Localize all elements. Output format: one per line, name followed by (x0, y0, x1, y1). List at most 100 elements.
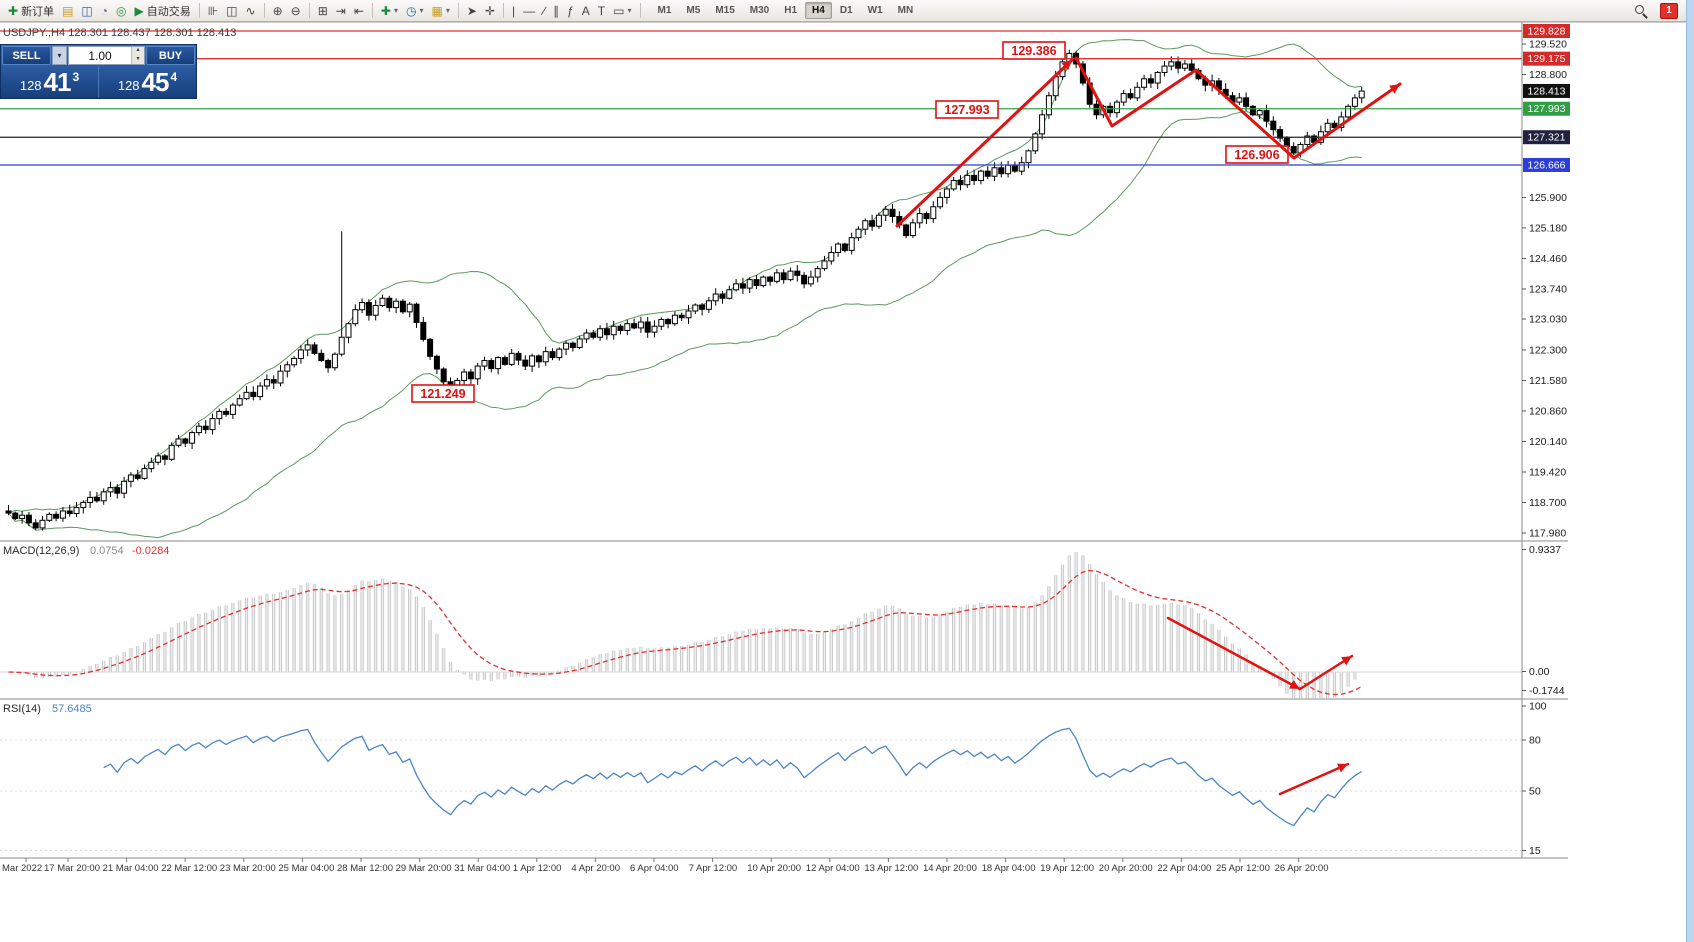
svg-text:12 Apr 04:00: 12 Apr 04:00 (806, 863, 860, 874)
trend-arrows-main[interactable] (895, 56, 1402, 228)
candles (5, 49, 1365, 531)
svg-text:10 Apr 20:00: 10 Apr 20:00 (747, 863, 801, 874)
trend-arrows-rsi[interactable] (1278, 762, 1350, 796)
trendline-button[interactable]: ∕ (539, 2, 549, 20)
svg-text:15: 15 (1529, 845, 1541, 857)
new-order-button[interactable]: ✚ 新订单 (4, 2, 58, 20)
svg-text:0.00: 0.00 (1529, 666, 1550, 678)
svg-text:MACD(12,26,9): MACD(12,26,9) (3, 545, 79, 557)
shapes-button[interactable]: ▭ ▾ (609, 2, 635, 20)
sell-button[interactable]: SELL (2, 46, 51, 65)
auto-scroll-icon: ⇥ (335, 3, 346, 18)
volume-input[interactable] (69, 47, 131, 64)
svg-text:28 Mar 12:00: 28 Mar 12:00 (337, 863, 393, 874)
volume-down-icon[interactable]: ▾ (132, 55, 144, 64)
indicators-button[interactable]: ✚ ▾ (377, 2, 402, 20)
sell-price[interactable]: 128 41 3 (1, 66, 98, 97)
market-watch-button[interactable]: ◫ (77, 2, 96, 20)
toolbar: ✚ 新订单 ▤ ◫ ◔ ◎ ▶ 自动交易 ⊪ ◫ ∿ ⊕ ⊖ ⊞ ⇥ ⇤ ✚ ▾ ◷ ▾ ▦ ▾ ➤ ✛ | ― ∕ ∥ ƒ A T ▭ ▾ M… (0, 0, 1686, 22)
volume-up-icon[interactable]: ▴ (132, 47, 144, 56)
chart-shift-button[interactable]: ⇤ (350, 2, 368, 20)
svg-text:119.420: 119.420 (1529, 466, 1566, 478)
fibonacci-button[interactable]: ƒ (563, 2, 578, 20)
buy-button[interactable]: BUY (146, 46, 195, 65)
bollinger-bands (8, 39, 1362, 539)
crosshair-icon: ✛ (484, 3, 495, 18)
data-window-button[interactable]: ◔ (97, 2, 112, 20)
trendline-icon: ∕ (543, 3, 546, 18)
templates-button[interactable]: ▦ ▾ (427, 2, 453, 20)
dropdown-caret-icon: ▾ (627, 6, 632, 15)
timeframe-m5[interactable]: M5 (686, 5, 701, 16)
volume-box: ▴ ▾ (68, 46, 145, 65)
timeframe-mn[interactable]: MN (897, 5, 914, 16)
indicators-icon: ✚ (380, 3, 391, 18)
label-button[interactable]: T (594, 2, 609, 20)
svg-text:128.800: 128.800 (1529, 69, 1567, 81)
svg-text:128.413: 128.413 (1528, 85, 1566, 97)
price-annotations[interactable]: 129.386 127.993 126.906 121.249 (411, 41, 1289, 403)
horizontal-lines[interactable] (0, 30, 1522, 166)
search-icon[interactable] (1634, 4, 1648, 19)
svg-text:120.860: 120.860 (1529, 405, 1567, 417)
svg-text:127.993: 127.993 (1528, 103, 1566, 115)
rsi-label: RSI(14) 57.6485 100 80 50 15 (3, 701, 1547, 858)
buy-price[interactable]: 128 45 4 (98, 66, 196, 97)
timeframe-m30[interactable]: M30 (749, 5, 770, 16)
svg-text:-0.0284: -0.0284 (132, 545, 169, 557)
svg-text:25 Mar 04:00: 25 Mar 04:00 (278, 863, 334, 874)
buy-price-fraction: 4 (170, 70, 178, 84)
line-chart-button[interactable]: ∿ (242, 2, 260, 20)
trend-arrows-macd[interactable] (1166, 616, 1354, 691)
horizontal-line-button[interactable]: ― (519, 2, 539, 20)
chart-ohlc-info: USDJPY.,H4 128.301 128.437 128.301 128.4… (3, 27, 237, 39)
timeframe-m15[interactable]: M15 (715, 5, 735, 16)
timeframe-m1[interactable]: M1 (657, 5, 672, 16)
auto-scroll-button[interactable]: ⇥ (332, 2, 350, 20)
candlestick-chart-button[interactable]: ◫ (222, 2, 241, 20)
zoom-in-button[interactable]: ⊕ (269, 2, 287, 20)
navigator-button[interactable]: ◎ (112, 2, 130, 20)
volume-spinner: ▴ ▾ (131, 47, 144, 64)
zoom-out-button[interactable]: ⊖ (287, 2, 305, 20)
svg-text:129.175: 129.175 (1528, 53, 1566, 65)
timeframe-w1[interactable]: W1 (867, 5, 883, 16)
dropdown-caret-icon: ▾ (393, 6, 398, 15)
svg-text:19 Apr 12:00: 19 Apr 12:00 (1040, 863, 1094, 874)
crosshair-button[interactable]: ✛ (481, 2, 499, 20)
timeframe-h4[interactable]: H4 (805, 2, 832, 19)
notification-badge[interactable]: 1 (1660, 2, 1678, 19)
bar-chart-button[interactable]: ⊪ (204, 2, 222, 20)
fibonacci-icon: ƒ (567, 3, 574, 18)
scrollbar[interactable] (1686, 0, 1694, 942)
timeframe-d1[interactable]: D1 (839, 5, 853, 16)
order-mode-dropdown[interactable]: ▾ (52, 46, 67, 65)
candlestick-chart-icon: ◫ (226, 3, 238, 18)
text-button[interactable]: A (578, 2, 594, 20)
tile-windows-icon: ⊞ (317, 3, 328, 18)
channel-button[interactable]: ∥ (549, 2, 563, 20)
periods-button[interactable]: ◷ ▾ (402, 2, 428, 20)
svg-text:50: 50 (1529, 786, 1541, 798)
trade-panel-prices: 128 41 3 128 45 4 (1, 66, 196, 97)
toolbar-separator (457, 3, 459, 18)
svg-text:22 Mar 12:00: 22 Mar 12:00 (161, 863, 217, 874)
svg-text:129.386: 129.386 (1011, 44, 1056, 58)
svg-text:13 Apr 12:00: 13 Apr 12:00 (864, 863, 918, 874)
svg-text:22 Apr 04:00: 22 Apr 04:00 (1157, 863, 1211, 874)
data-window-icon: ◔ (100, 3, 108, 18)
toolbar-separator (502, 3, 504, 18)
autotrading-button[interactable]: ▶ 自动交易 (130, 2, 194, 20)
cursor-button[interactable]: ➤ (463, 2, 481, 20)
vertical-line-button[interactable]: | (508, 2, 519, 20)
tile-windows-button[interactable]: ⊞ (314, 2, 332, 20)
vertical-line-icon: | (511, 3, 516, 18)
timeframe-h1[interactable]: H1 (784, 5, 798, 16)
svg-text:121.249: 121.249 (420, 387, 465, 401)
charts-profile-button[interactable]: ▤ (58, 2, 77, 20)
market-watch-icon: ◫ (81, 3, 93, 18)
svg-text:14 Apr 20:00: 14 Apr 20:00 (923, 863, 977, 874)
time-axis: Mar 2022 17 Mar 20:00 21 Mar 04:00 22 Mar 1… (2, 858, 1328, 874)
toolbar-separator (263, 3, 265, 18)
